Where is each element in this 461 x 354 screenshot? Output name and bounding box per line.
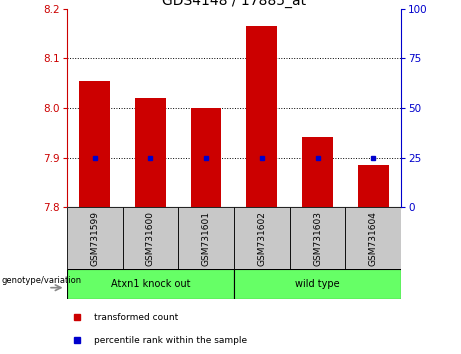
Text: GSM731604: GSM731604 <box>369 211 378 266</box>
Text: GSM731602: GSM731602 <box>257 211 266 266</box>
Bar <box>178 207 234 269</box>
Bar <box>358 165 389 207</box>
Text: Atxn1 knock out: Atxn1 knock out <box>111 279 190 289</box>
Bar <box>67 269 234 299</box>
Bar <box>302 137 333 207</box>
Bar <box>290 207 345 269</box>
Bar <box>123 207 178 269</box>
Bar <box>234 207 290 269</box>
Title: GDS4148 / 17885_at: GDS4148 / 17885_at <box>162 0 306 8</box>
Bar <box>79 81 110 207</box>
Text: GSM731601: GSM731601 <box>201 211 211 266</box>
Bar <box>135 98 165 207</box>
Text: GSM731599: GSM731599 <box>90 211 99 266</box>
Text: genotype/variation: genotype/variation <box>1 276 82 285</box>
Bar <box>247 26 277 207</box>
Bar <box>345 207 401 269</box>
Bar <box>67 207 123 269</box>
Bar <box>234 269 401 299</box>
Bar <box>191 108 221 207</box>
Text: GSM731600: GSM731600 <box>146 211 155 266</box>
Text: transformed count: transformed count <box>94 313 178 322</box>
Text: GSM731603: GSM731603 <box>313 211 322 266</box>
Text: percentile rank within the sample: percentile rank within the sample <box>94 336 247 345</box>
Text: wild type: wild type <box>295 279 340 289</box>
